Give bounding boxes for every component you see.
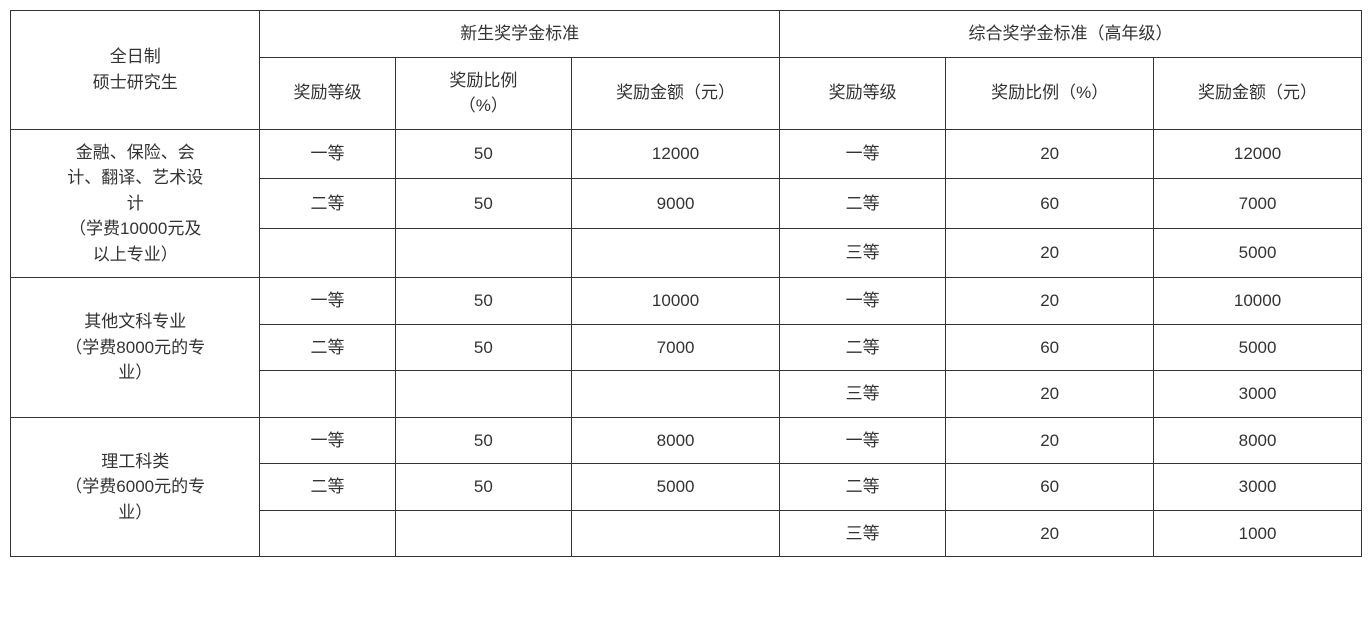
cell-comp-pct: 20	[946, 228, 1154, 278]
cell-comp-pct: 20	[946, 417, 1154, 464]
cell-comp-pct: 60	[946, 464, 1154, 511]
cell-comp-pct: 60	[946, 179, 1154, 229]
scholarship-table: 全日制 硕士研究生 新生奖学金标准 综合奖学金标准（高年级） 奖励等级 奖励比例…	[10, 10, 1362, 557]
header-new-pct-l1: 奖励比例	[449, 71, 517, 90]
cell-new-level: 二等	[260, 324, 395, 371]
header-group-comp: 综合奖学金标准（高年级）	[779, 11, 1361, 58]
cell-comp-pct: 20	[946, 371, 1154, 418]
header-new-pct: 奖励比例 （%）	[395, 57, 572, 129]
cell-new-amt	[572, 228, 780, 278]
header-new-pct-l2: （%）	[459, 96, 508, 115]
cell-comp-amt: 5000	[1154, 228, 1362, 278]
cell-comp-amt: 5000	[1154, 324, 1362, 371]
table-row: 理工科类 （学费6000元的专 业） 一等 50 8000 一等 20 8000	[11, 417, 1362, 464]
cell-comp-amt: 12000	[1154, 129, 1362, 179]
cell-comp-amt: 3000	[1154, 371, 1362, 418]
cell-new-amt: 5000	[572, 464, 780, 511]
table-row: 其他文科专业 （学费8000元的专 业） 一等 50 10000 一等 20 1…	[11, 278, 1362, 325]
cell-new-pct: 50	[395, 129, 572, 179]
cell-new-amt	[572, 371, 780, 418]
cell-new-level: 一等	[260, 129, 395, 179]
cell-comp-pct: 20	[946, 510, 1154, 557]
cell-new-amt: 10000	[572, 278, 780, 325]
cell-new-amt: 8000	[572, 417, 780, 464]
cell-comp-amt: 10000	[1154, 278, 1362, 325]
cell-comp-level: 一等	[779, 417, 945, 464]
cell-comp-level: 二等	[779, 179, 945, 229]
header-comp-level: 奖励等级	[779, 57, 945, 129]
cell-new-pct	[395, 371, 572, 418]
category-label: 金融、保险、会 计、翻译、艺术设 计 （学费10000元及 以上专业）	[11, 129, 260, 278]
category-label: 理工科类 （学费6000元的专 业）	[11, 417, 260, 557]
cell-comp-amt: 7000	[1154, 179, 1362, 229]
cell-comp-level: 三等	[779, 510, 945, 557]
cell-new-level: 一等	[260, 278, 395, 325]
header-comp-amt: 奖励金额（元）	[1154, 57, 1362, 129]
cell-comp-level: 一等	[779, 278, 945, 325]
header-new-amt: 奖励金额（元）	[572, 57, 780, 129]
cell-comp-pct: 60	[946, 324, 1154, 371]
cell-new-level	[260, 510, 395, 557]
cell-comp-amt: 8000	[1154, 417, 1362, 464]
cell-new-pct: 50	[395, 179, 572, 229]
cell-new-pct: 50	[395, 464, 572, 511]
cell-new-pct	[395, 510, 572, 557]
cell-new-level	[260, 371, 395, 418]
cell-comp-pct: 20	[946, 278, 1154, 325]
header-rowlabel-line2: 硕士研究生	[93, 73, 178, 92]
cell-new-pct: 50	[395, 417, 572, 464]
header-new-level: 奖励等级	[260, 57, 395, 129]
cell-new-pct: 50	[395, 324, 572, 371]
table-header-row-1: 全日制 硕士研究生 新生奖学金标准 综合奖学金标准（高年级）	[11, 11, 1362, 58]
cell-comp-level: 二等	[779, 324, 945, 371]
cell-comp-level: 三等	[779, 228, 945, 278]
cell-new-amt: 7000	[572, 324, 780, 371]
cell-comp-level: 三等	[779, 371, 945, 418]
cell-comp-amt: 1000	[1154, 510, 1362, 557]
cell-new-level	[260, 228, 395, 278]
cell-new-level: 二等	[260, 179, 395, 229]
header-comp-pct: 奖励比例（%）	[946, 57, 1154, 129]
header-rowlabel: 全日制 硕士研究生	[11, 11, 260, 130]
cell-comp-level: 一等	[779, 129, 945, 179]
cell-comp-amt: 3000	[1154, 464, 1362, 511]
table-row: 金融、保险、会 计、翻译、艺术设 计 （学费10000元及 以上专业） 一等 5…	[11, 129, 1362, 179]
cell-comp-pct: 20	[946, 129, 1154, 179]
cell-new-level: 二等	[260, 464, 395, 511]
cell-new-amt: 12000	[572, 129, 780, 179]
cell-new-pct	[395, 228, 572, 278]
cell-new-level: 一等	[260, 417, 395, 464]
cell-new-amt: 9000	[572, 179, 780, 229]
header-rowlabel-line1: 全日制	[110, 47, 161, 66]
cell-new-amt	[572, 510, 780, 557]
cell-new-pct: 50	[395, 278, 572, 325]
cell-comp-level: 二等	[779, 464, 945, 511]
header-group-new: 新生奖学金标准	[260, 11, 780, 58]
category-label: 其他文科专业 （学费8000元的专 业）	[11, 278, 260, 418]
